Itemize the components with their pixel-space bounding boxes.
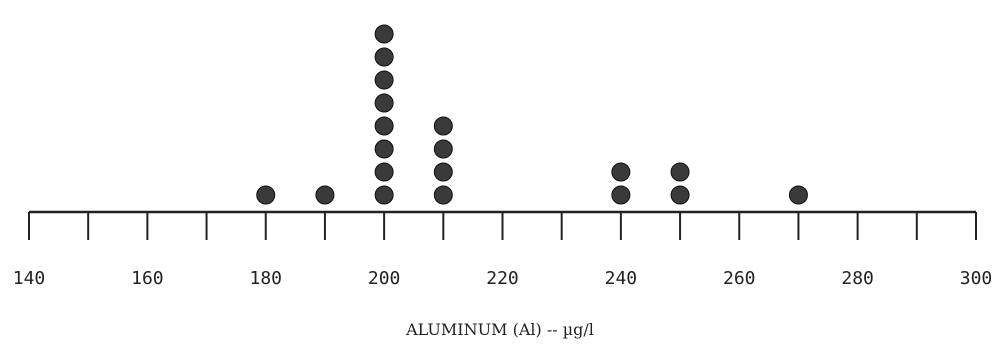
- x-tick-label: 200: [368, 268, 401, 289]
- data-points: [256, 24, 808, 205]
- x-tick-label: 280: [841, 268, 874, 289]
- x-tick-label: 140: [13, 268, 46, 289]
- x-tick-label: 160: [131, 268, 164, 289]
- x-axis-tick-labels: 140 160 180 200 220 240 260 280 300: [13, 268, 993, 289]
- x-tick-label: 240: [605, 268, 638, 289]
- data-point: [670, 185, 690, 205]
- data-point: [611, 185, 631, 205]
- data-point: [256, 185, 276, 205]
- data-point: [374, 47, 394, 67]
- data-point: [374, 116, 394, 136]
- x-axis-title: ALUMINUM (Al) -- µg/l: [405, 320, 594, 339]
- data-point: [374, 70, 394, 90]
- data-point: [433, 116, 453, 136]
- data-point: [788, 185, 808, 205]
- data-point: [374, 93, 394, 113]
- data-point: [374, 162, 394, 182]
- data-point: [433, 162, 453, 182]
- x-tick-label: 260: [723, 268, 756, 289]
- x-axis-ticks: [28, 212, 977, 240]
- data-point: [374, 24, 394, 44]
- x-tick-label: 220: [486, 268, 519, 289]
- data-point: [433, 139, 453, 159]
- data-point: [433, 185, 453, 205]
- data-point: [611, 162, 631, 182]
- data-point: [315, 185, 335, 205]
- data-point: [374, 185, 394, 205]
- data-point: [670, 162, 690, 182]
- data-point: [374, 139, 394, 159]
- x-tick-label: 300: [960, 268, 993, 289]
- x-tick-label: 180: [249, 268, 282, 289]
